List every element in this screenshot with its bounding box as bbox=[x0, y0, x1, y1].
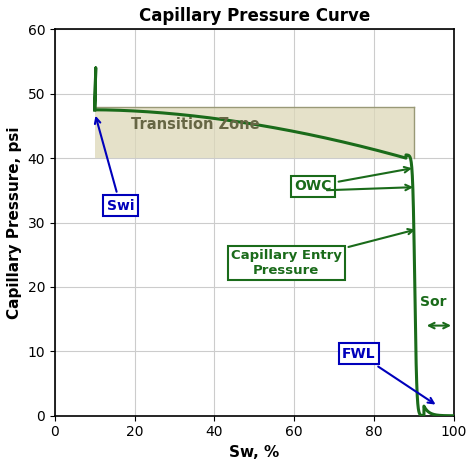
Title: Capillary Pressure Curve: Capillary Pressure Curve bbox=[139, 7, 370, 25]
Text: Sor: Sor bbox=[420, 295, 447, 309]
Text: OWC: OWC bbox=[294, 167, 410, 193]
Text: Transition Zone: Transition Zone bbox=[131, 117, 259, 132]
X-axis label: Sw, %: Sw, % bbox=[229, 445, 280, 460]
Text: Swi: Swi bbox=[95, 118, 134, 212]
Text: FWL: FWL bbox=[342, 347, 434, 403]
Bar bbox=[95, 106, 414, 158]
Text: Capillary Entry
Pressure: Capillary Entry Pressure bbox=[231, 229, 413, 277]
Y-axis label: Capillary Pressure, psi: Capillary Pressure, psi bbox=[7, 126, 22, 319]
